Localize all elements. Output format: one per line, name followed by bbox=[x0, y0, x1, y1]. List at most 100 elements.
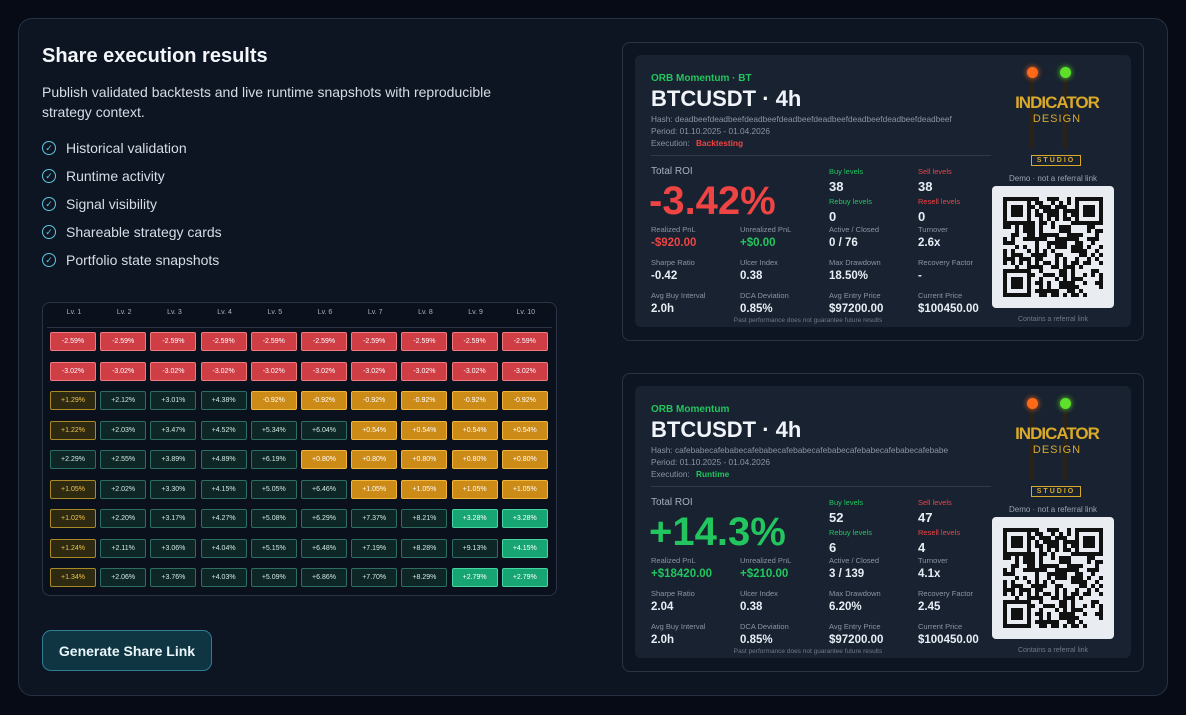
qr-module bbox=[1075, 233, 1079, 237]
qr-module bbox=[1019, 588, 1023, 592]
qr-module bbox=[1075, 540, 1079, 544]
qr-module bbox=[1071, 592, 1075, 596]
demo-note: Demo · not a referral link bbox=[1008, 505, 1098, 514]
qr-module bbox=[1003, 600, 1007, 604]
qr-module bbox=[1027, 237, 1031, 241]
qr-module bbox=[1055, 213, 1059, 217]
qr-module bbox=[1039, 536, 1043, 540]
qr-module bbox=[1047, 612, 1051, 616]
check-icon: ✓ bbox=[42, 253, 56, 267]
feature: Runtime activity bbox=[66, 168, 165, 184]
level-cell: +4.52% bbox=[200, 420, 247, 440]
level-value: 38 bbox=[829, 179, 844, 194]
level-cell: +1.34% bbox=[50, 568, 96, 587]
qr-module bbox=[1055, 620, 1059, 624]
level-cell: -0.92% bbox=[451, 391, 498, 410]
level-cell: -3.02% bbox=[501, 361, 548, 381]
qr-module bbox=[1043, 584, 1047, 588]
qr-module bbox=[1051, 201, 1055, 205]
level-cell: +0.54% bbox=[401, 420, 448, 440]
qr-module bbox=[1055, 245, 1059, 249]
qr-module bbox=[1011, 257, 1015, 261]
qr-module bbox=[1043, 536, 1047, 540]
qr-module bbox=[1079, 241, 1083, 245]
qr-module bbox=[1075, 277, 1079, 281]
level-cell: +8.29% bbox=[401, 568, 448, 587]
column-header: Lv. 2 bbox=[116, 309, 132, 316]
qr-module bbox=[1075, 536, 1079, 540]
level-cell: -3.02% bbox=[200, 361, 247, 381]
qr-module bbox=[1047, 245, 1051, 249]
stat-label: Realized PnL bbox=[651, 556, 696, 565]
level-cell: -0.92% bbox=[401, 391, 448, 410]
qr-module bbox=[1039, 225, 1043, 229]
qr-module bbox=[1087, 261, 1091, 265]
logo-post bbox=[1063, 408, 1067, 480]
qr-module bbox=[1067, 528, 1071, 532]
qr-module bbox=[1099, 560, 1103, 564]
level-cell: +0.80% bbox=[501, 450, 548, 469]
qr-module bbox=[1043, 592, 1047, 596]
qr-module bbox=[1015, 245, 1019, 249]
qr-module bbox=[1063, 209, 1067, 213]
level-cell: +1.05% bbox=[50, 479, 96, 499]
stat-value: $100450.00 bbox=[918, 634, 979, 646]
execution: Backtesting bbox=[696, 138, 744, 148]
qr-module bbox=[1047, 604, 1051, 608]
qr-module bbox=[1003, 528, 1007, 532]
logo-word: DESIGN bbox=[1032, 113, 1082, 125]
qr-module bbox=[1079, 253, 1083, 257]
level-cell: +6.19% bbox=[250, 450, 297, 469]
qr-module bbox=[1091, 197, 1095, 201]
qr-module bbox=[1091, 600, 1095, 604]
qr-module bbox=[1099, 584, 1103, 588]
qr-module bbox=[1011, 241, 1015, 245]
column-header: Lv. 6 bbox=[317, 309, 333, 316]
qr-module bbox=[1039, 253, 1043, 257]
qr-module bbox=[1039, 289, 1043, 293]
qr-module bbox=[1031, 273, 1035, 277]
qr-module bbox=[1027, 285, 1031, 289]
level-label: Buy levels bbox=[829, 498, 864, 507]
qr-module bbox=[1063, 624, 1067, 628]
stat-value: 0.85% bbox=[740, 634, 773, 646]
qr-module bbox=[1003, 277, 1007, 281]
qr-module bbox=[1031, 584, 1035, 588]
qr-module bbox=[1059, 560, 1063, 564]
qr-module bbox=[1079, 580, 1083, 584]
qr-module bbox=[1023, 552, 1027, 556]
qr-module bbox=[1087, 592, 1091, 596]
level-cell: -2.59% bbox=[50, 332, 96, 351]
logo-badge: STUDIO bbox=[1031, 486, 1081, 497]
qr-module bbox=[1095, 600, 1099, 604]
qr-module bbox=[1063, 548, 1067, 552]
qr-module bbox=[1063, 600, 1067, 604]
qr-module bbox=[1003, 209, 1007, 213]
qr-module bbox=[1003, 213, 1007, 217]
qr-module bbox=[1055, 564, 1059, 568]
stat-value: 0.85% bbox=[740, 303, 773, 315]
qr-module bbox=[1043, 580, 1047, 584]
qr-module bbox=[1083, 205, 1087, 209]
level-cell: +7.19% bbox=[351, 538, 398, 558]
qr-module bbox=[1051, 241, 1055, 245]
level-cell: +2.20% bbox=[100, 509, 147, 528]
qr-module bbox=[1039, 293, 1043, 297]
qr-module bbox=[1043, 273, 1047, 277]
level-cell: +2.02% bbox=[100, 479, 147, 499]
qr-module bbox=[1035, 584, 1039, 588]
share-button[interactable]: Generate Share Link bbox=[42, 630, 212, 671]
qr-module bbox=[1051, 544, 1055, 548]
execution: Runtime bbox=[696, 469, 730, 479]
level-cell: +5.05% bbox=[250, 479, 297, 499]
qr-module bbox=[1071, 564, 1075, 568]
qr-module bbox=[1055, 540, 1059, 544]
qr-module bbox=[1071, 281, 1075, 285]
qr-module bbox=[1043, 620, 1047, 624]
qr-module bbox=[1011, 536, 1015, 540]
qr-module bbox=[1023, 556, 1027, 560]
qr-module bbox=[1055, 568, 1059, 572]
logo-badge: STUDIO bbox=[1031, 155, 1081, 166]
qr-module bbox=[1067, 233, 1071, 237]
qr-module bbox=[1027, 281, 1031, 285]
